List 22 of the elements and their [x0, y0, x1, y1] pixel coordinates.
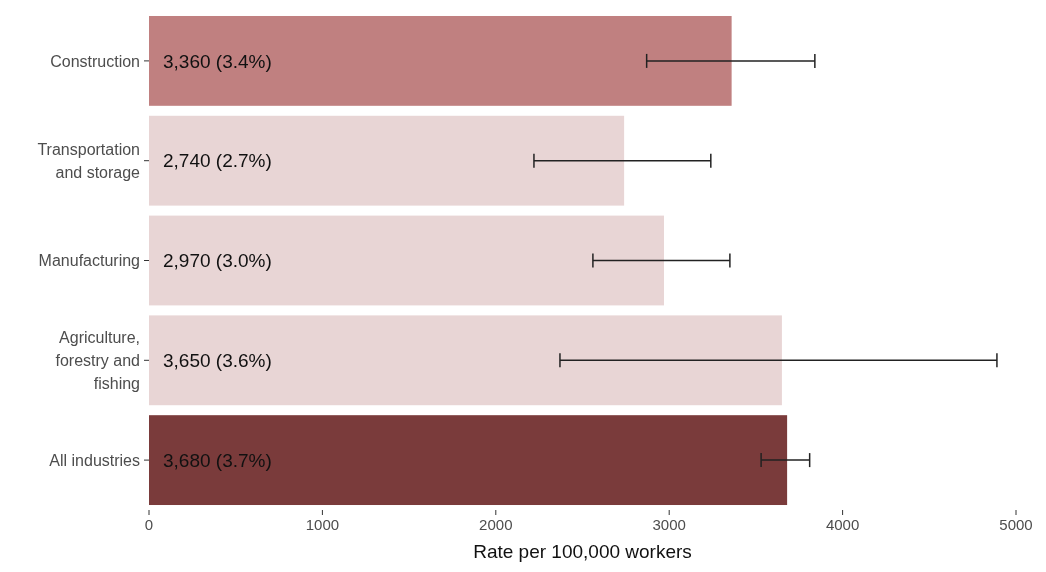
- bar: [149, 415, 788, 506]
- data-label: 3,360 (3.4%): [163, 50, 272, 72]
- x-tick-label: 3000: [652, 516, 686, 533]
- bar: [149, 115, 625, 206]
- y-tick-label: All industries: [49, 451, 140, 469]
- x-tick-label: 1000: [305, 516, 340, 533]
- data-label: 2,740 (2.7%): [163, 150, 272, 172]
- bar: [149, 315, 782, 406]
- y-tick-label: Manufacturing: [38, 252, 140, 270]
- x-axis-title: Rate per 100,000 workers: [473, 541, 692, 562]
- bar: [149, 215, 664, 306]
- y-tick-label: Transportation and storage: [37, 140, 141, 181]
- data-label: 3,650 (3.6%): [163, 349, 272, 371]
- bar: [149, 15, 732, 106]
- data-label: 3,680 (3.7%): [163, 449, 272, 471]
- x-tick-label: 2000: [479, 516, 513, 533]
- x-tick-label: 5000: [999, 516, 1033, 533]
- y-tick-label: Construction: [50, 52, 140, 70]
- data-label: 2,970 (3.0%): [163, 250, 272, 272]
- x-tick-label: 4000: [825, 516, 860, 533]
- y-tick-label: Agriculture, forestry and fishing: [55, 328, 140, 392]
- x-tick-label: 0: [144, 516, 154, 533]
